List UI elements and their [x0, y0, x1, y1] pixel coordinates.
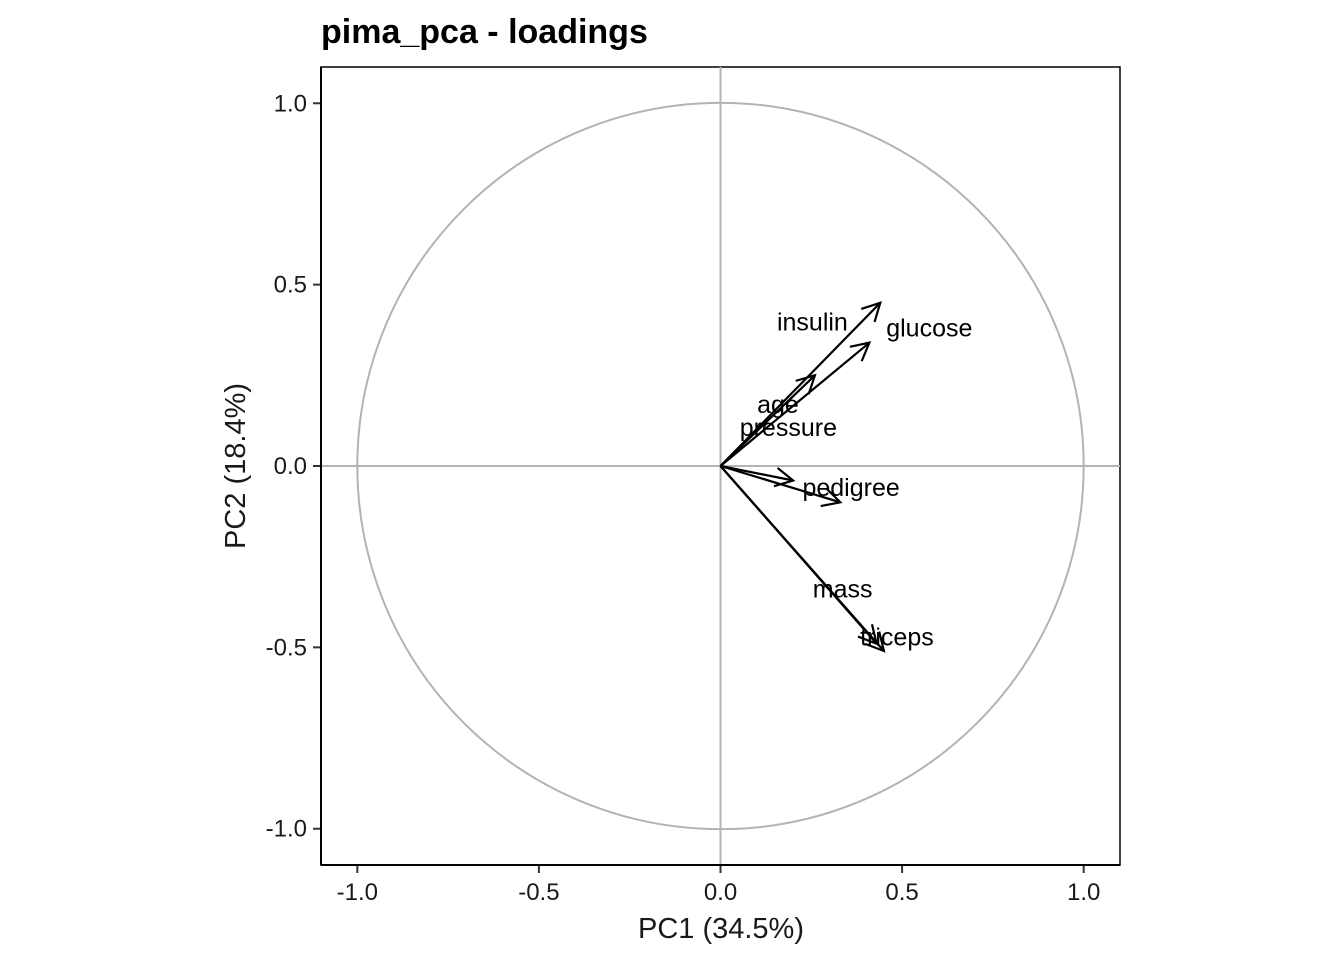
y-tick-label: 1.0: [274, 90, 307, 117]
loading-arrows: [719, 301, 886, 653]
arrow-shaft: [719, 465, 885, 652]
arrow-shaft: [720, 464, 794, 482]
loading-arrow-insulin: [719, 341, 872, 467]
arrow-head: [820, 487, 843, 508]
x-tick-label: -1.0: [337, 879, 378, 906]
loading-arrow-age: [719, 373, 817, 467]
arrow-head: [795, 373, 817, 395]
arrow-shaft: [719, 341, 871, 467]
loading-arrow-triceps: [719, 465, 886, 653]
arrow-head: [864, 631, 886, 653]
point-label-insulin: insulin: [777, 308, 848, 336]
point-label-glucose: glucose: [886, 314, 972, 342]
y-tick-label: 0.5: [274, 272, 307, 299]
y-tick-label: -0.5: [266, 634, 307, 661]
y-axis: -1.0 -0.5 0.0 0.5 1.0: [266, 67, 322, 865]
x-tick-label: -0.5: [518, 879, 559, 906]
arrow-head: [773, 467, 796, 488]
point-label-age: age: [757, 391, 799, 419]
x-tick-label: 0.5: [885, 879, 918, 906]
y-axis-title: PC2 (18.4%): [220, 383, 252, 549]
x-axis-title: PC1 (34.5%): [638, 913, 804, 945]
loading-arrow-glucose: [719, 301, 882, 467]
x-tick-label: 1.0: [1067, 879, 1100, 906]
x-tick-label: 0.0: [704, 879, 737, 906]
y-tick-label: -1.0: [266, 816, 307, 843]
x-axis: -1.0 -0.5 0.0 0.5 1.0: [321, 864, 1120, 906]
chart-title: pima_pca - loadings: [321, 13, 648, 51]
arrow-shaft: [719, 302, 882, 467]
arrow-head: [860, 301, 882, 323]
point-label-mass: mass: [813, 575, 873, 603]
y-tick-label: 0.0: [274, 453, 307, 480]
point-label-triceps: triceps: [860, 624, 934, 652]
point-label-pedigree: pedigree: [802, 474, 899, 502]
arrow-shaft: [719, 374, 816, 467]
loading-arrow-pedigree: [720, 464, 796, 488]
point-label-pressure: pressure: [740, 414, 837, 442]
arrow-head: [849, 341, 872, 362]
